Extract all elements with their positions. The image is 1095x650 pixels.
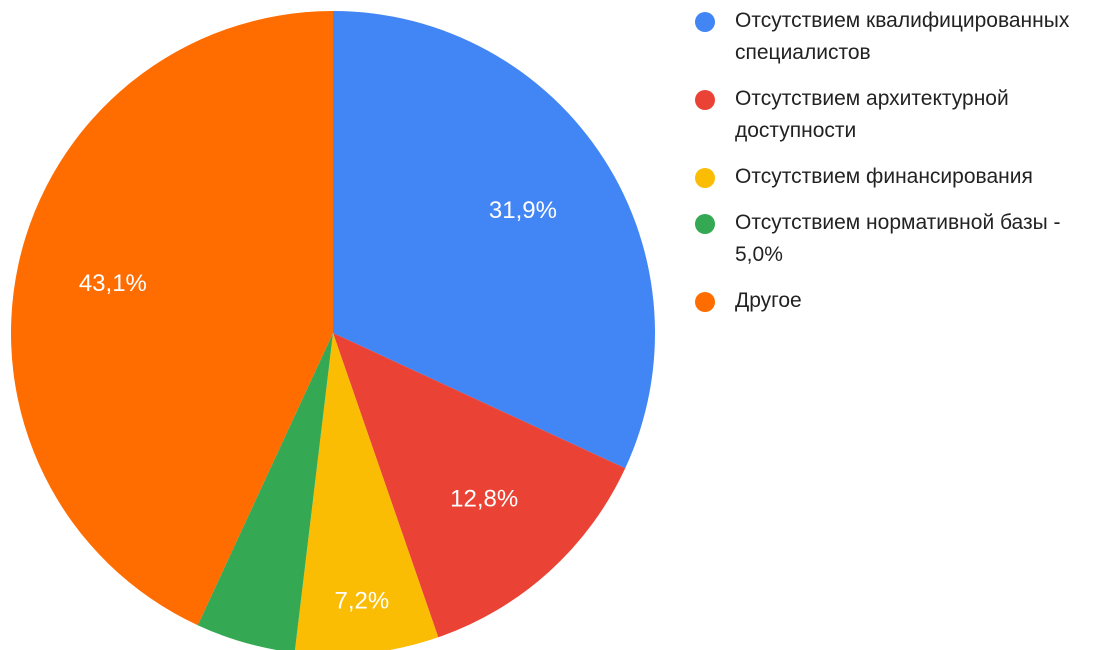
chart: 31,9% 12,8% 7,2% 43,1% <box>10 10 655 650</box>
legend-swatch <box>695 214 715 234</box>
legend-item: Другое <box>695 285 1090 317</box>
legend: Отсутствием квалифицированных специалист… <box>695 5 1090 331</box>
legend-item: Отсутствием архитектурной доступности <box>695 83 1090 147</box>
legend-label: Отсутствием финансирования <box>735 165 1033 188</box>
pie-slice <box>294 333 439 650</box>
legend-swatch <box>695 12 715 32</box>
legend-item: Отсутствием нормативной базы - 5,0% <box>695 207 1090 271</box>
data-label: 31,9% <box>489 197 557 224</box>
legend-label: Отсутствием квалифицированных специалист… <box>735 9 1070 64</box>
legend-item: Отсутствием квалифицированных специалист… <box>695 5 1090 69</box>
data-label: 43,1% <box>79 270 147 297</box>
legend-label: Другое <box>735 289 802 312</box>
pie-slice <box>333 333 626 638</box>
pie-slice <box>197 333 333 650</box>
legend-swatch <box>695 168 715 188</box>
legend-label: Отсутствием нормативной базы - 5,0% <box>735 211 1061 266</box>
data-label: 7,2% <box>334 587 389 614</box>
legend-swatch <box>695 90 715 110</box>
data-label: 12,8% <box>450 486 518 513</box>
pie-slice <box>10 10 333 626</box>
legend-label: Отсутствием архитектурной доступности <box>735 87 1009 142</box>
legend-item: Отсутствием финансирования <box>695 161 1090 193</box>
legend-swatch <box>695 292 715 312</box>
pie-slice <box>333 11 655 469</box>
